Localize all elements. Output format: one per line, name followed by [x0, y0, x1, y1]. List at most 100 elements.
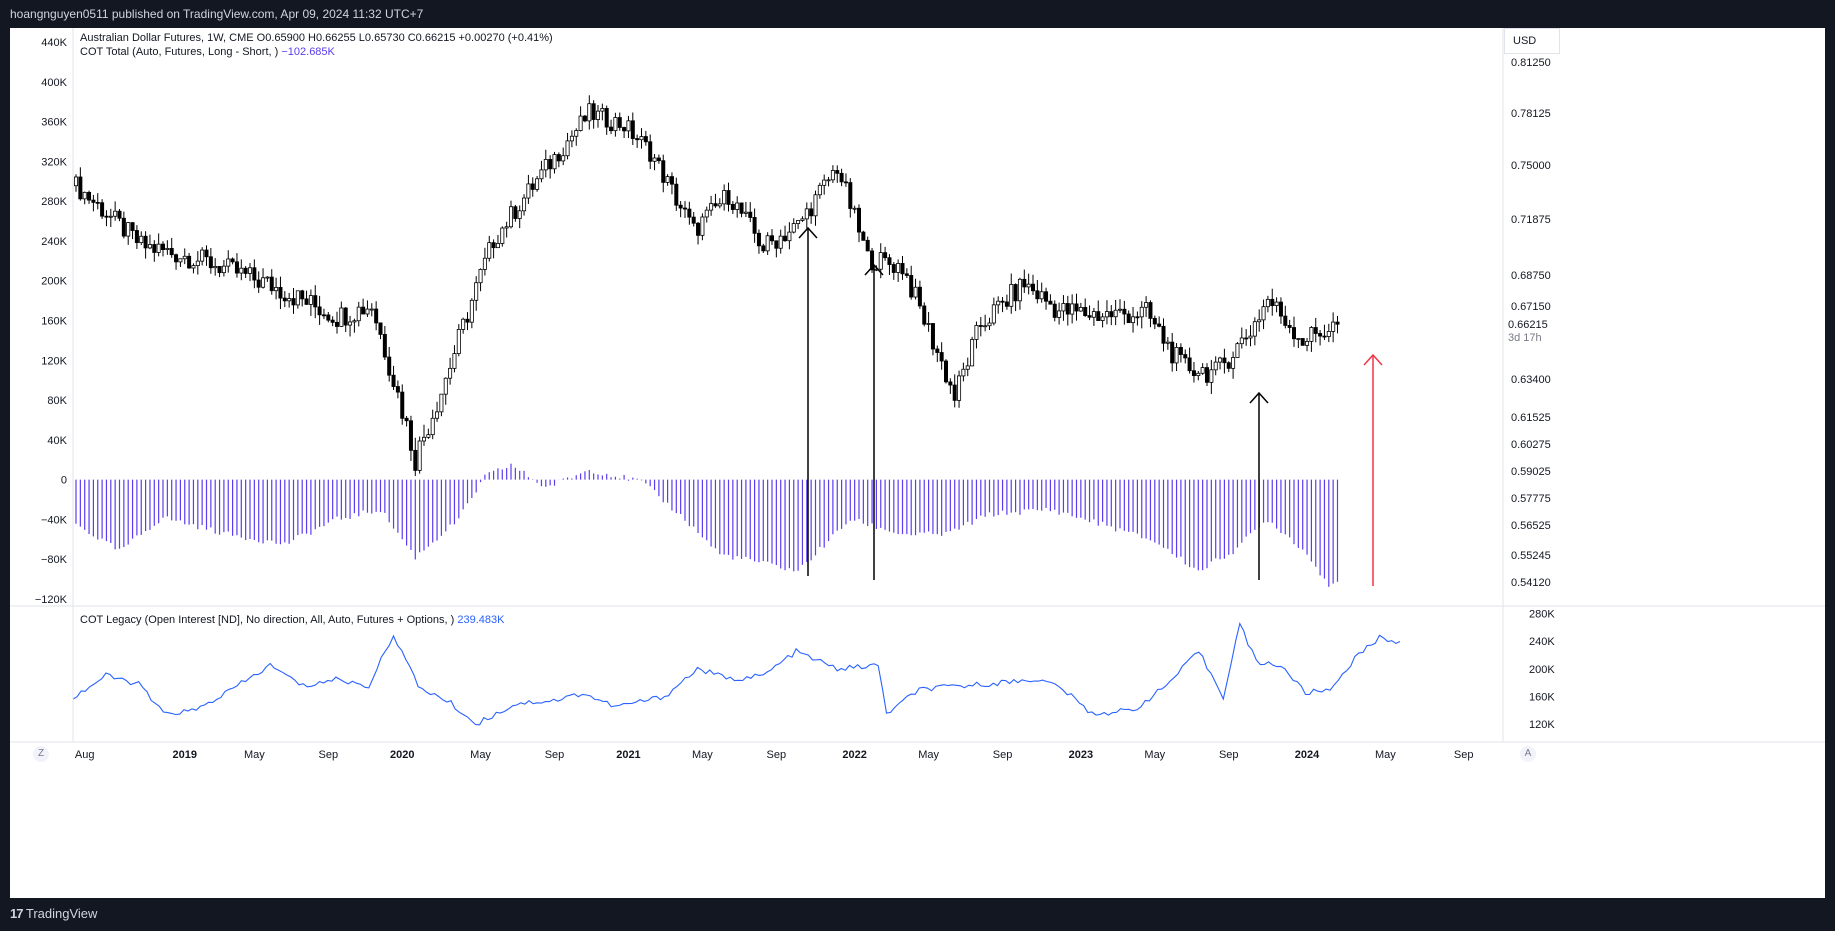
candle-body: [1139, 306, 1144, 318]
candle: [387, 346, 392, 382]
candle: [630, 112, 635, 146]
annotation-arrow: [1363, 353, 1383, 586]
time-axis-tick: Sep: [1454, 749, 1474, 761]
candle: [617, 112, 622, 131]
candle: [1087, 305, 1092, 321]
candle-body: [1126, 313, 1131, 324]
candle-body: [1131, 316, 1136, 324]
candle-body: [635, 138, 640, 141]
candle-body: [121, 217, 126, 237]
candle-body: [443, 377, 448, 395]
candle: [613, 112, 618, 137]
candle-body: [1231, 357, 1236, 369]
candle: [139, 231, 144, 246]
candle-body: [1118, 308, 1123, 311]
candle: [743, 201, 748, 218]
candle-body: [543, 159, 548, 171]
candle-body: [822, 179, 827, 186]
candle-body: [174, 254, 179, 263]
time-axis-tick: Aug: [75, 749, 95, 761]
candle-body: [913, 286, 918, 298]
candle-body: [504, 226, 509, 229]
candle-body: [1205, 367, 1210, 383]
cot-legacy-axis-tick: 120K: [1529, 719, 1555, 731]
candle: [1270, 288, 1275, 316]
currency-label: USD: [1513, 35, 1537, 47]
candle: [374, 301, 379, 331]
candle: [987, 317, 992, 331]
candle-body: [213, 266, 218, 269]
candle-body: [957, 375, 962, 401]
chart-canvas[interactable]: 440K 400K 360K 320K 280K 240K 200K 160K 120K 80K 4…: [10, 28, 1825, 898]
candle-body: [983, 325, 988, 328]
candle: [287, 292, 292, 308]
candle: [282, 291, 287, 308]
candle-body: [704, 209, 709, 218]
candle: [543, 149, 548, 178]
candle-body: [217, 266, 222, 274]
candle-body: [1322, 335, 1327, 338]
candle-body: [887, 257, 892, 265]
zoom-reset-button[interactable]: Z: [33, 746, 49, 762]
candle-body: [348, 321, 353, 326]
candle-body: [1252, 321, 1257, 337]
candle: [739, 202, 744, 218]
candle: [669, 172, 674, 195]
candle: [91, 194, 96, 212]
candle: [1331, 312, 1336, 343]
candle-body: [948, 381, 953, 386]
candle: [822, 174, 827, 195]
candle-body: [909, 275, 914, 298]
candle: [1161, 318, 1166, 352]
candle-body: [456, 329, 461, 354]
candle-body: [500, 227, 505, 244]
candle: [178, 258, 183, 268]
candle-body: [1039, 291, 1044, 300]
candle-body: [1209, 369, 1214, 383]
candle: [169, 237, 174, 258]
candle: [783, 225, 788, 242]
candle: [883, 246, 888, 261]
candle: [578, 106, 583, 132]
currency-button[interactable]: USD: [1504, 28, 1560, 54]
candle-body: [469, 299, 474, 323]
annotation-arrow: [864, 263, 884, 580]
candle-body: [648, 141, 653, 162]
candle-body: [1178, 347, 1183, 355]
auto-scale-button[interactable]: A: [1520, 746, 1536, 762]
candle-body: [1152, 317, 1157, 325]
candle-body: [852, 207, 857, 210]
candle-body: [774, 240, 779, 249]
candle-body: [282, 297, 287, 302]
candle: [522, 194, 527, 216]
candle-body: [1331, 321, 1336, 332]
candle-body: [465, 318, 470, 323]
candle-body: [317, 306, 322, 316]
cot-total-axis-tick: 40K: [47, 435, 67, 447]
candle-body: [1000, 300, 1005, 303]
candle-body: [861, 231, 866, 241]
cot-total-pane: [75, 463, 1339, 587]
candle: [78, 167, 83, 201]
candle: [408, 415, 413, 461]
candle-body: [661, 160, 666, 183]
price-axis-tick: 0.68750: [1511, 270, 1551, 282]
candle: [1152, 315, 1157, 330]
candle: [569, 130, 574, 148]
candle: [748, 202, 753, 223]
time-axis-tick: May: [470, 749, 491, 761]
candle: [648, 134, 653, 170]
candle-body: [104, 215, 109, 218]
candle: [552, 151, 557, 174]
candle: [417, 436, 422, 474]
candle-body: [839, 172, 844, 183]
candle-body: [891, 264, 896, 273]
candle-body: [783, 235, 788, 242]
candle-body: [239, 267, 244, 274]
candle-body: [604, 108, 609, 128]
candle-body: [274, 286, 279, 292]
time-axis-tick: 2020: [390, 749, 414, 761]
candle-body: [1026, 283, 1031, 288]
chart-frame: 440K 400K 360K 320K 280K 240K 200K 160K 120K 80K 4…: [10, 28, 1825, 898]
candle: [926, 311, 931, 332]
